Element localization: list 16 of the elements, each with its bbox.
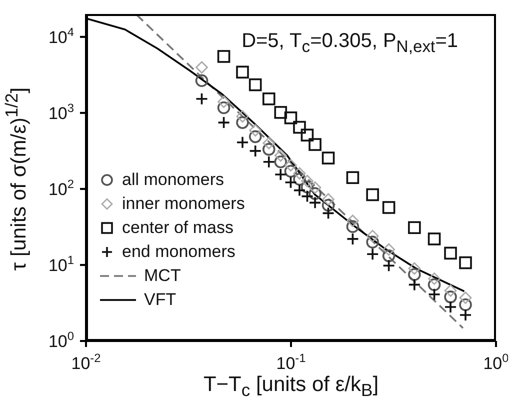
y-tick-label: 10$^{4}$ xyxy=(48,24,74,47)
legend-label: VFT xyxy=(144,289,176,311)
legend-label: all monomers xyxy=(122,169,224,191)
y-tick-label: 10$^{0}$ xyxy=(48,329,74,351)
x-axis-title: T−T$_{c}$ [units of ε/k$_{B}$] xyxy=(202,373,380,402)
annotation: D=5, T$_{c}$=0.305, P$_{N,ext}$=1 xyxy=(242,30,458,57)
legend-label: end monomers xyxy=(122,241,236,263)
x-tick-label: 10$^{-2}$ xyxy=(71,351,102,373)
x-tick-label: 10$^{-1}$ xyxy=(276,351,306,373)
legend-label: MCT xyxy=(144,265,181,287)
y-tick-label: 10$^{1}$ xyxy=(48,252,74,275)
y-tick-label: 10$^{3}$ xyxy=(48,100,74,123)
legend-label: center of mass xyxy=(122,217,234,239)
x-tick-label: 10$^{0}$ xyxy=(483,351,510,373)
legend-label: inner monomers xyxy=(122,193,245,215)
y-tick-label: 10$^{2}$ xyxy=(48,176,74,199)
